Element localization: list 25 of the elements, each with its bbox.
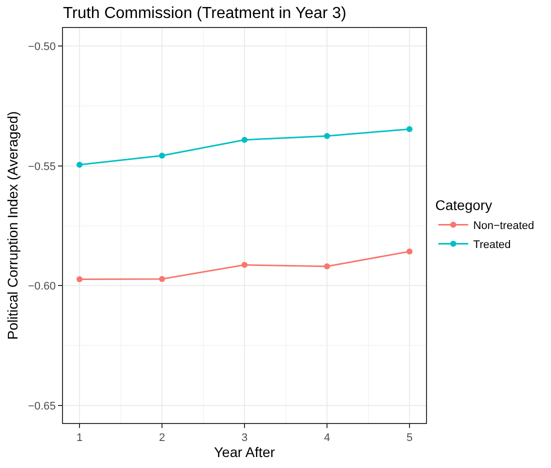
x-axis-title: Year After xyxy=(214,444,276,460)
point xyxy=(159,276,165,282)
point xyxy=(406,248,412,254)
point xyxy=(242,136,248,143)
legend-label: Non−treated xyxy=(473,220,534,232)
point xyxy=(76,276,82,282)
point xyxy=(324,263,330,270)
chart-title: Truth Commission (Treatment in Year 3) xyxy=(63,5,346,22)
legend-label: Treated xyxy=(473,238,511,251)
legend-title: Category xyxy=(435,197,492,214)
x-tick-label: 3 xyxy=(241,432,248,444)
x-tick-label: 4 xyxy=(324,432,330,444)
y-tick-label: −0.55 xyxy=(28,160,56,173)
point xyxy=(324,133,330,140)
y-tick-label: −0.50 xyxy=(28,41,56,54)
x-tick-label: 2 xyxy=(158,432,166,444)
point xyxy=(159,152,165,159)
y-tick-label: −0.60 xyxy=(28,280,56,293)
x-tick-label: 1 xyxy=(76,432,83,444)
point xyxy=(76,162,82,168)
y-axis-title: Political Corruption Index (Averaged) xyxy=(4,111,21,340)
point xyxy=(406,126,412,132)
y-tick-label: −0.65 xyxy=(28,400,56,412)
point xyxy=(242,262,248,268)
x-tick-label: 5 xyxy=(406,432,413,444)
